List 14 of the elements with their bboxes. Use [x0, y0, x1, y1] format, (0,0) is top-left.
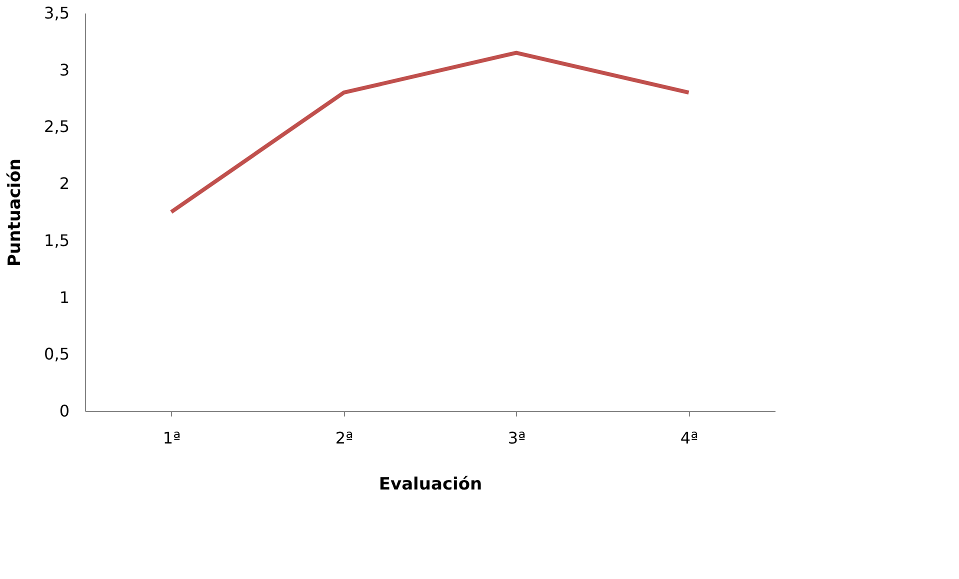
x-tick-label: 2ª	[335, 428, 354, 448]
y-tick-label: 2,5	[44, 117, 70, 136]
y-tick-label: 2	[59, 174, 70, 194]
x-tick-label: 3ª	[508, 428, 526, 448]
y-axis-title: Puntuación	[5, 158, 26, 267]
x-axis-title: Evaluación	[378, 474, 482, 494]
x-tick-label: 1ª	[162, 428, 181, 448]
y-tick-label: 1,5	[44, 230, 70, 250]
y-tick-label: 3,5	[44, 4, 70, 22]
y-tick-label: 3	[59, 60, 70, 80]
y-tick-label: 1	[59, 288, 70, 307]
x-tick-label: 4ª	[680, 428, 698, 448]
y-tick-label: 0	[59, 402, 70, 420]
y-tick-label: 0,5	[44, 344, 70, 364]
